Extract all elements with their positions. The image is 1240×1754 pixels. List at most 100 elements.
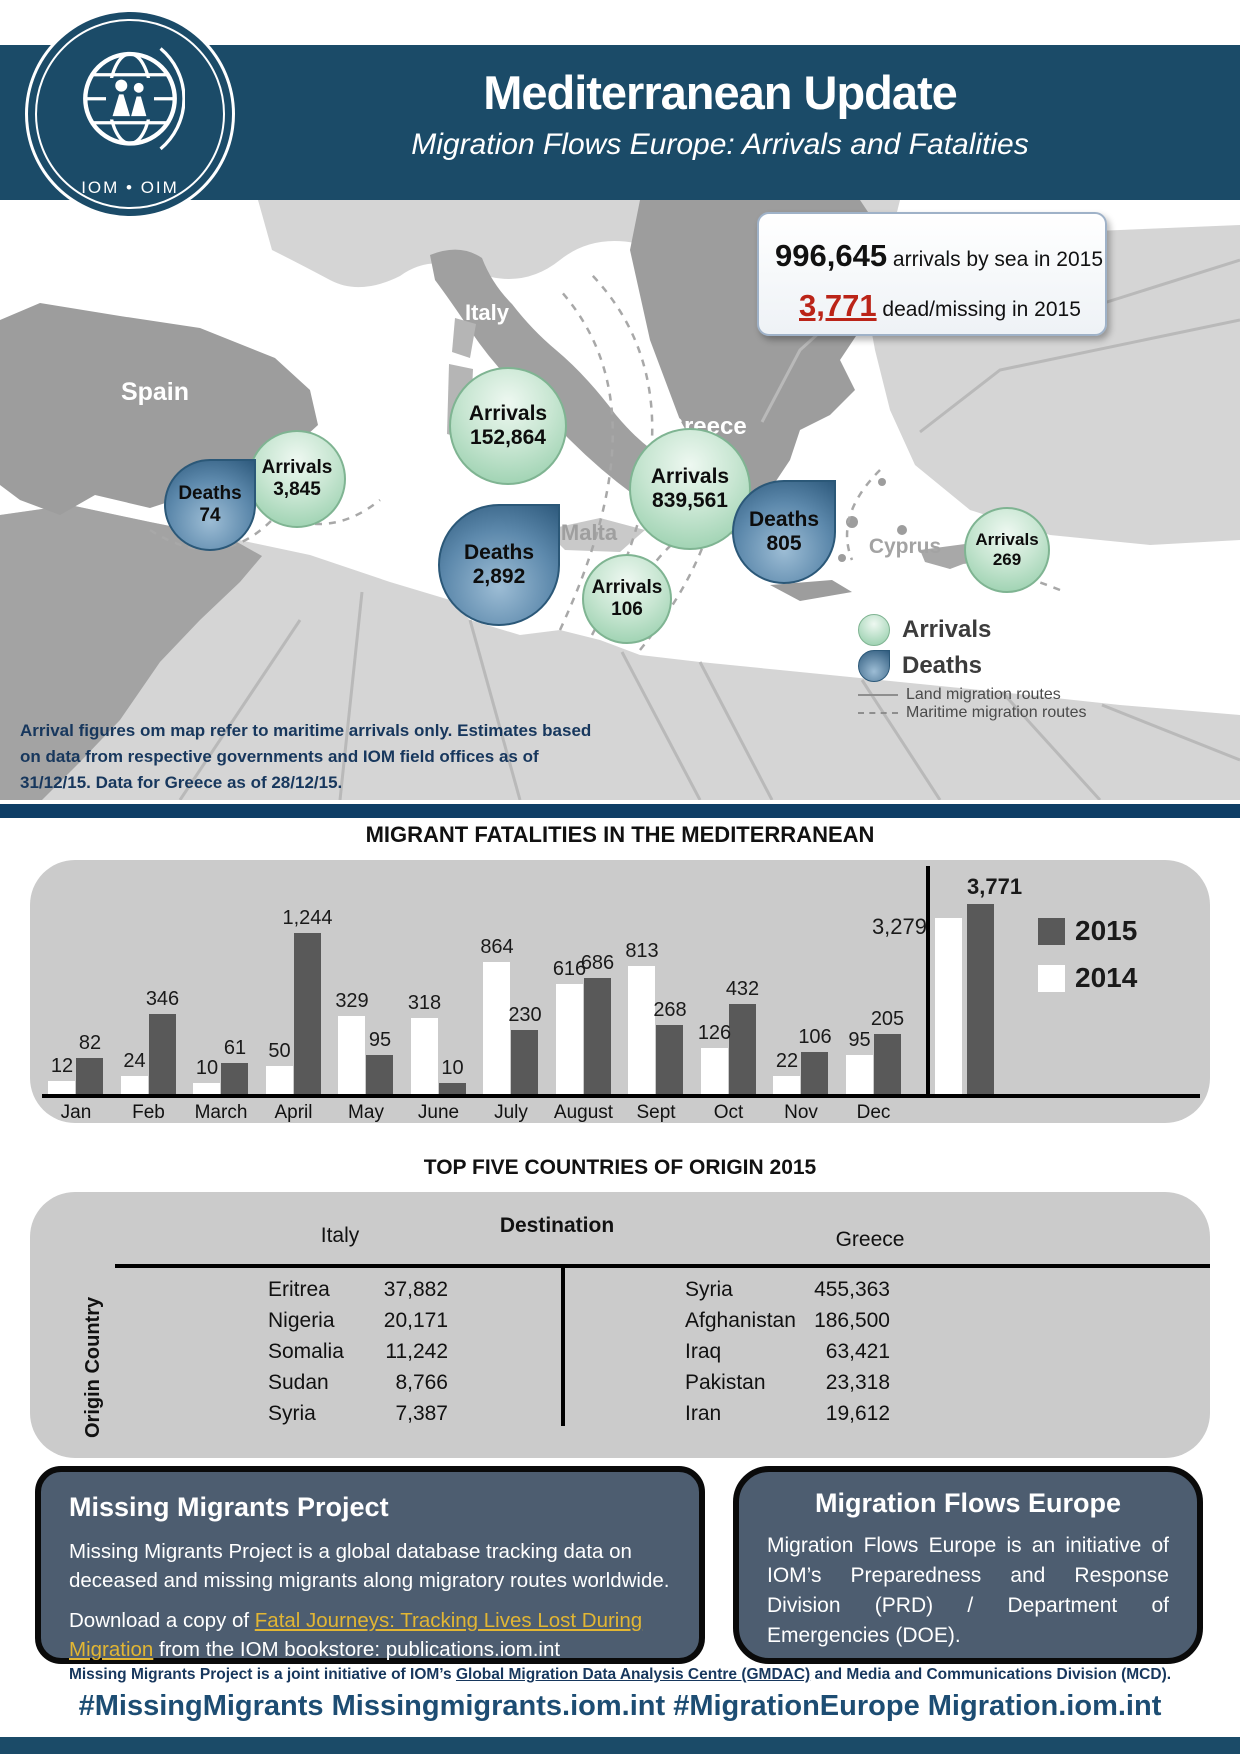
bottom-bar bbox=[0, 1737, 1240, 1754]
italy-origin-list: Eritrea 37,882 Nigeria 20,171 Somalia 11,242 S… bbox=[268, 1278, 448, 1433]
value-2015-March: 61 bbox=[223, 1037, 247, 1059]
origin-country: Eritrea bbox=[268, 1278, 330, 1301]
origin-table: Destination Italy Greece Origin Country … bbox=[30, 1192, 1210, 1458]
origin-count: 8,766 bbox=[395, 1371, 448, 1394]
value-2015-July: 230 bbox=[508, 1004, 542, 1026]
value-2014-Oct: 126 bbox=[697, 1022, 732, 1044]
value-2014-April: 50 bbox=[268, 1040, 291, 1062]
bubble-label: Arrivals bbox=[468, 401, 548, 425]
value-2015-May: 95 bbox=[368, 1029, 392, 1051]
table-horizontal-line bbox=[115, 1264, 1210, 1268]
country-label-malta: Malta bbox=[560, 520, 618, 545]
bar-2015-March bbox=[221, 1063, 248, 1094]
map-footnote: Arrival figures om map refer to maritime… bbox=[20, 718, 591, 796]
bar-2014-Dec bbox=[845, 1055, 873, 1094]
legend-deaths-icon bbox=[858, 650, 890, 682]
value-2014-May: 329 bbox=[335, 990, 369, 1012]
bar-2014-March bbox=[193, 1083, 220, 1094]
bar-2015-Dec bbox=[873, 1034, 901, 1094]
bubble-value: 106 bbox=[611, 599, 643, 620]
month-label-March: March bbox=[194, 1102, 248, 1123]
bubble-label: Deaths bbox=[463, 540, 535, 564]
month-label-Sept: Sept bbox=[636, 1102, 676, 1123]
bar-2014-Jan bbox=[48, 1081, 75, 1094]
origin-count: 20,171 bbox=[383, 1309, 448, 1332]
page-title: Mediterranean Update bbox=[483, 66, 958, 119]
missing-migrants-body: Missing Migrants Project is a global dat… bbox=[69, 1540, 670, 1592]
month-label-July: July bbox=[494, 1102, 528, 1123]
value-2014-July: 864 bbox=[480, 936, 514, 958]
legend-swatch-2014 bbox=[1038, 964, 1065, 992]
bubble-value: 2,892 bbox=[472, 565, 526, 588]
origin-country: Iraq bbox=[685, 1340, 722, 1363]
value-2015-Sept: 268 bbox=[653, 999, 687, 1021]
bar-2015-April bbox=[293, 933, 321, 1094]
chart-title: MIGRANT FATALITIES IN THE MEDITERRANEAN bbox=[365, 822, 875, 847]
month-label-August: August bbox=[553, 1102, 614, 1123]
bubble-arrivals-greece: Arrivals 839,561 bbox=[629, 428, 751, 550]
origin-count: 63,421 bbox=[825, 1340, 890, 1363]
origin-country-axis-label: Origin Country bbox=[82, 1296, 104, 1438]
bubble-arrivals-malta: Arrivals 106 bbox=[582, 554, 672, 644]
bubble-label: Arrivals bbox=[975, 530, 1039, 550]
deaths-total-value[interactable]: 3,771 bbox=[799, 288, 877, 323]
bubble-label: Arrivals bbox=[261, 457, 333, 479]
origin-country: Nigeria bbox=[268, 1309, 335, 1332]
bubble-arrivals-italy: Arrivals 152,864 bbox=[449, 367, 567, 485]
value-2015-Jan: 82 bbox=[78, 1032, 102, 1054]
legend-arrivals-icon bbox=[858, 614, 890, 646]
origin-country: Pakistan bbox=[685, 1371, 766, 1394]
bubble-value: 3,845 bbox=[273, 479, 321, 500]
country-label-spain: Spain bbox=[120, 378, 190, 406]
bar-2014-May bbox=[338, 1016, 365, 1094]
bar-2015-August bbox=[583, 978, 611, 1094]
bubble-label: Arrivals bbox=[650, 464, 730, 488]
origin-row-greece-pakistan: Pakistan 23,318 bbox=[685, 1371, 890, 1402]
bar-2014-Oct bbox=[700, 1048, 728, 1094]
value-2015-August: 686 bbox=[580, 952, 615, 974]
value-2014-total: 3,279 bbox=[871, 914, 927, 939]
bubble-value: 269 bbox=[992, 550, 1022, 569]
missing-migrants-box: Missing Migrants Project Missing Migrant… bbox=[35, 1466, 705, 1664]
legend-arrivals-label: Arrivals bbox=[902, 616, 992, 643]
bar-2014-June bbox=[410, 1018, 438, 1094]
bubble-value: 839,561 bbox=[652, 489, 728, 512]
value-2015-Oct: 432 bbox=[725, 978, 760, 1000]
legend-label-2015: 2015 bbox=[1075, 915, 1138, 946]
value-2015-total: 3,771 bbox=[967, 874, 1023, 899]
legend-maritime-route-label: Maritime migration routes bbox=[906, 704, 1087, 721]
origin-country: Syria bbox=[685, 1278, 733, 1301]
origin-count: 37,882 bbox=[383, 1278, 448, 1301]
legend-label-2014: 2014 bbox=[1075, 962, 1138, 993]
bar-2015-Feb bbox=[148, 1014, 176, 1094]
month-label-May: May bbox=[348, 1102, 384, 1123]
missing-migrants-title: Missing Migrants Project bbox=[69, 1492, 389, 1522]
origin-row-greece-iraq: Iraq 63,421 bbox=[685, 1340, 890, 1371]
bar-2014-total bbox=[935, 918, 962, 1094]
month-label-June: June bbox=[417, 1102, 460, 1123]
bar-2015-May bbox=[366, 1055, 393, 1094]
fatal-journeys-link[interactable]: Fatal Journeys: Tracking Lives Lost Duri… bbox=[69, 1609, 643, 1661]
origin-row-italy-syria: Syria 7,387 bbox=[268, 1402, 448, 1433]
joint-note-suffix: and Media and Communications Division (M… bbox=[810, 1666, 1172, 1683]
bubble-value: 805 bbox=[766, 532, 802, 555]
bubble-value: 74 bbox=[199, 505, 221, 526]
origin-row-italy-nigeria: Nigeria 20,171 bbox=[268, 1309, 448, 1340]
legend-deaths-label: Deaths bbox=[902, 652, 983, 679]
bar-2014-August bbox=[555, 984, 583, 1094]
bar-2015-total bbox=[967, 904, 994, 1094]
bar-2014-April bbox=[265, 1066, 293, 1094]
origin-count: 455,363 bbox=[814, 1278, 890, 1301]
gmdac-link[interactable]: Global Migration Data Analysis Centre (G… bbox=[455, 1666, 811, 1683]
missing-migrants-download: Download a copy of Fatal Journeys: Track… bbox=[69, 1606, 671, 1664]
deaths-total-label: dead/missing in 2015 bbox=[882, 298, 1081, 321]
migration-flows-box: Migration Flows Europe Migration Flows E… bbox=[733, 1466, 1203, 1664]
origin-country: Somalia bbox=[268, 1340, 344, 1363]
month-label-Dec: Dec bbox=[856, 1102, 891, 1123]
download-suffix: from the IOM bookstore: publications.iom… bbox=[153, 1638, 561, 1661]
legend-land-route-line bbox=[858, 694, 898, 696]
bubble-label: Deaths bbox=[178, 483, 242, 505]
fatalities-chart: 12 82 Jan 24 346 Feb 10 61 March 50 1,244 April 329 9… bbox=[30, 860, 1210, 1123]
greece-origin-list: Syria 455,363 Afghanistan 186,500 Iraq 63,421… bbox=[685, 1278, 890, 1433]
bubble-value: 152,864 bbox=[470, 426, 546, 449]
